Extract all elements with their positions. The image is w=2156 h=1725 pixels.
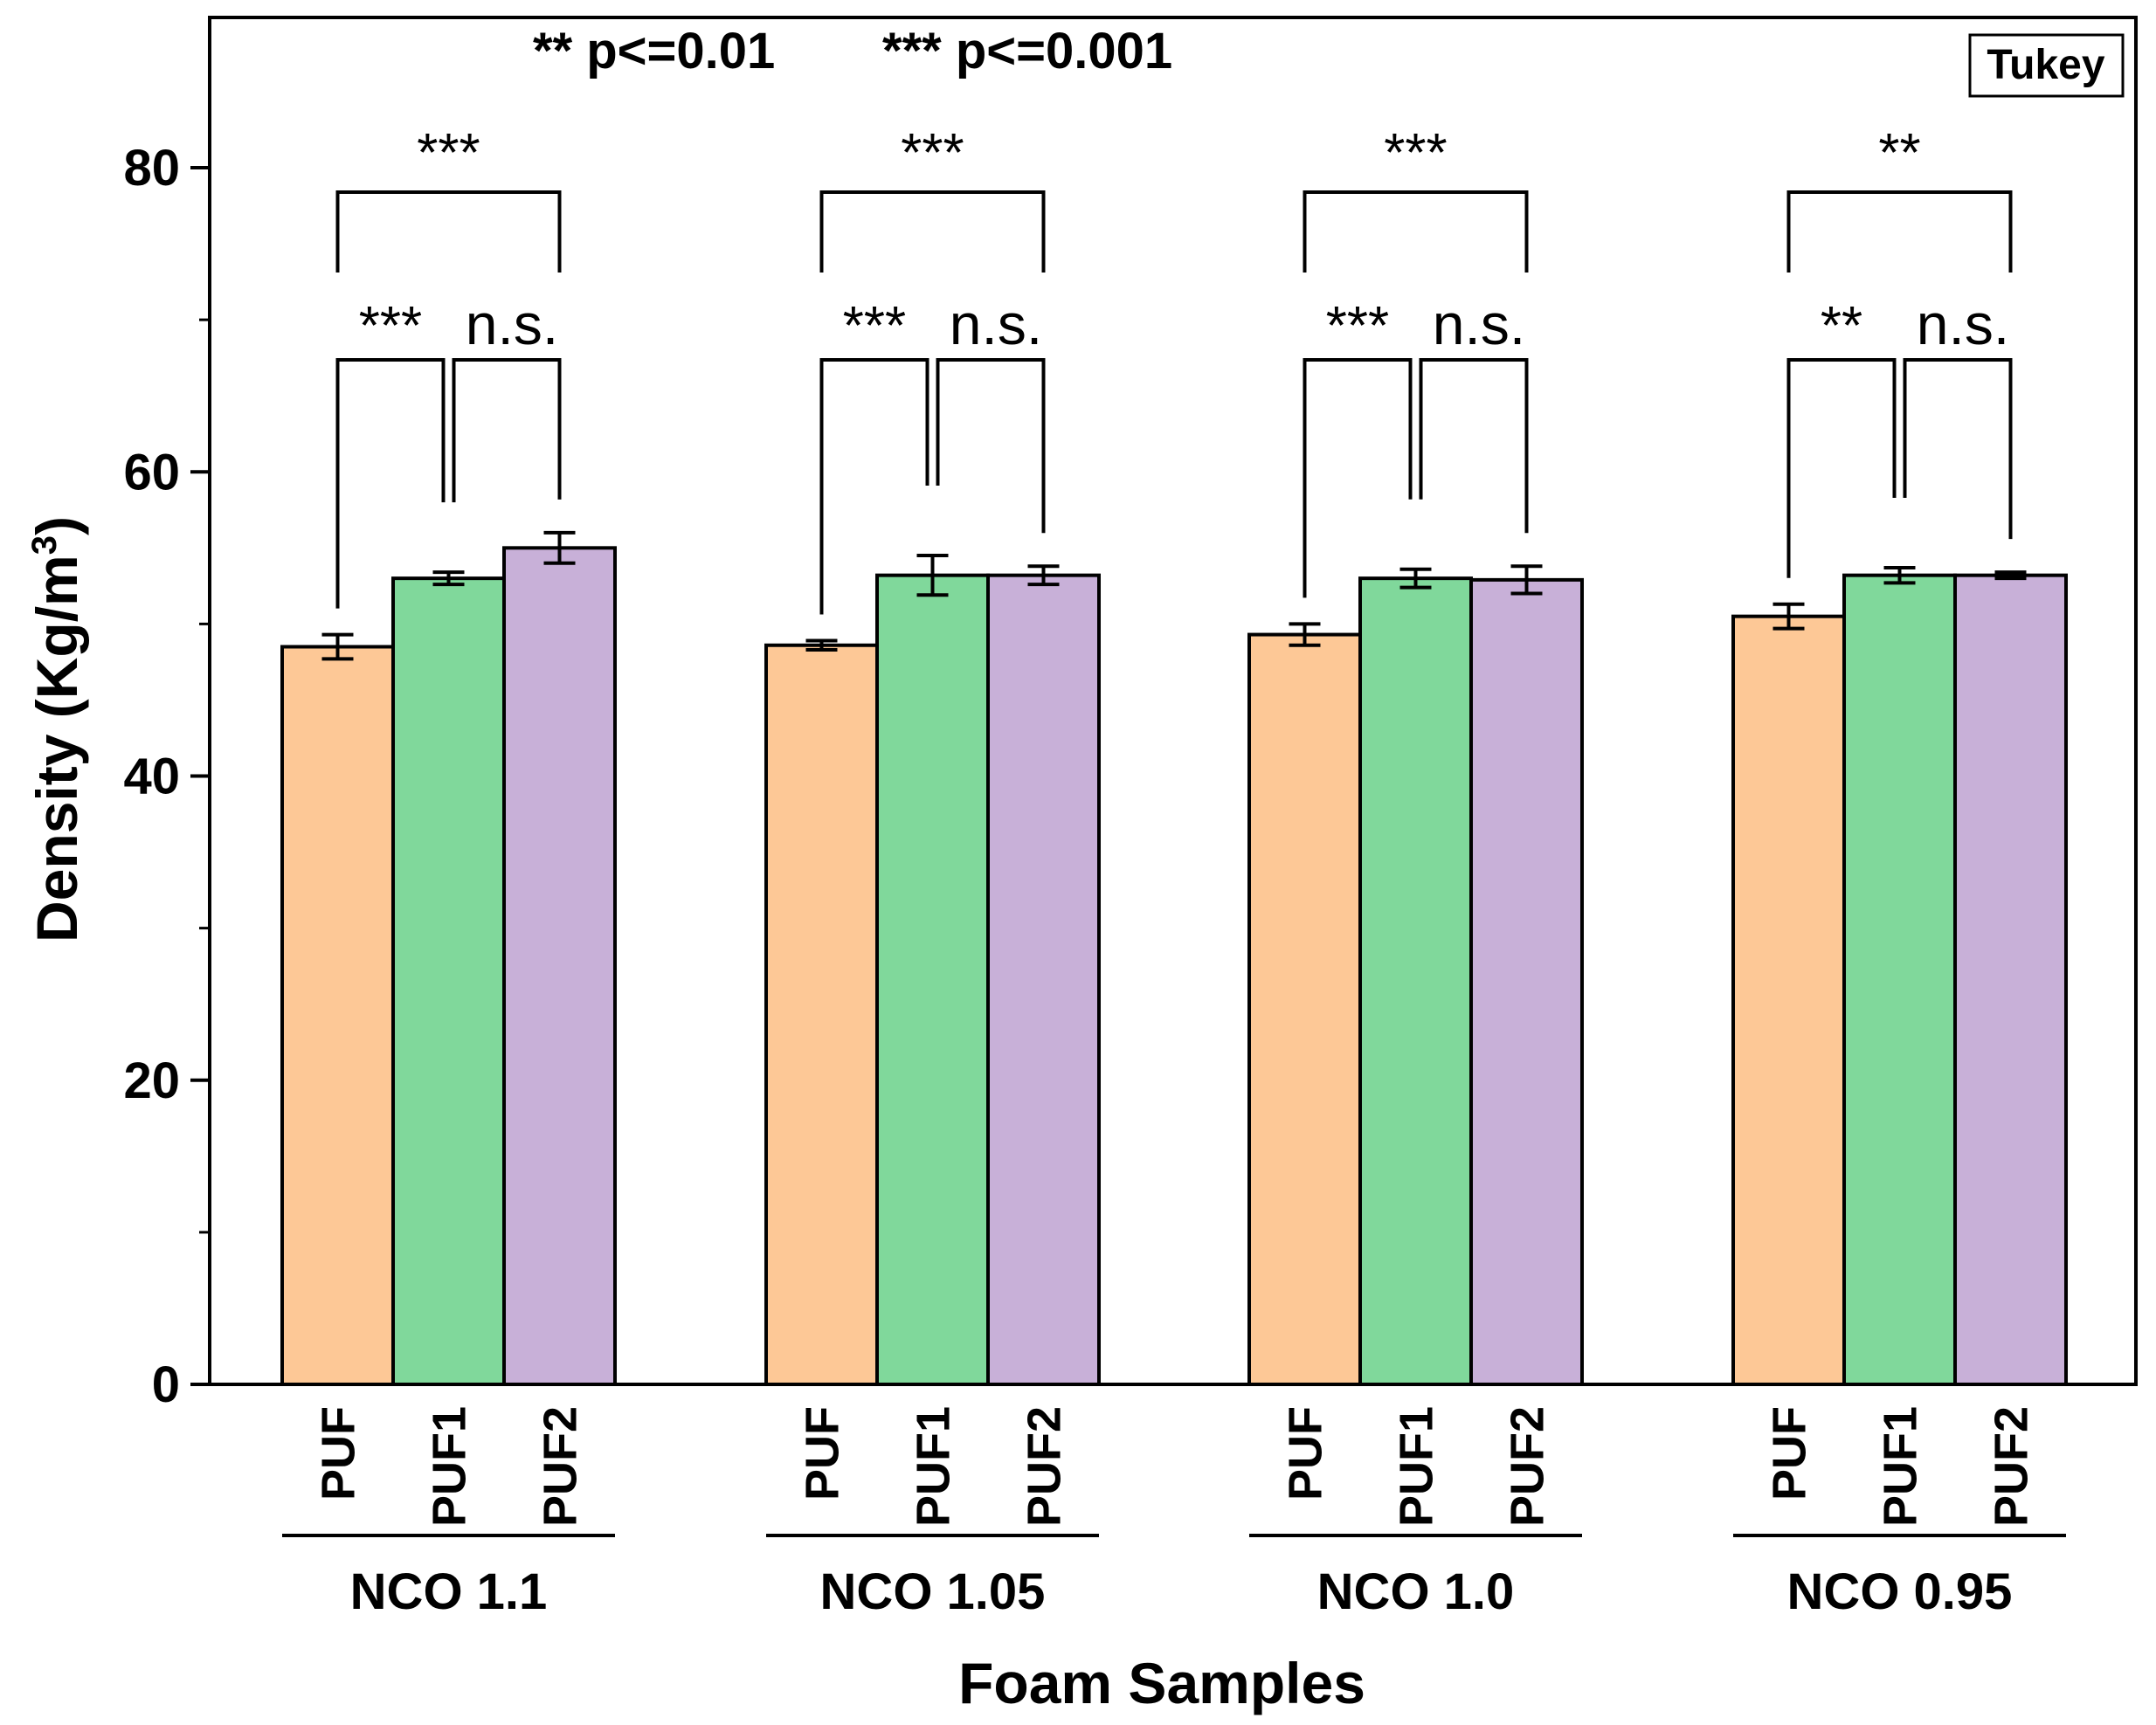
legend-p-01: ** p<=0.01 [533,23,775,79]
sig-label-outer: *** [417,123,480,183]
plot-frame [208,16,2138,1386]
bar-puf2 [502,546,617,1386]
sig-label-outer: *** [1384,123,1447,183]
y-tick-label: 40 [123,749,180,805]
sig-label-right: n.s. [1433,292,1525,356]
sig-label-left: *** [359,296,422,356]
tukey-label: Tukey [1987,42,2104,88]
y-axis-title: Density (Kg/m3) [24,516,89,942]
bar-puf [1247,632,1362,1386]
sig-bracket-outer [335,190,562,273]
sig-bracket-right [1419,358,1529,534]
y-tick-label: 0 [152,1356,180,1413]
x-category-label: PUF1 [424,1406,476,1527]
sig-label-outer: *** [901,123,964,183]
group-label: NCO 1.05 [820,1563,1046,1620]
x-category-label: PUF [797,1406,849,1501]
bar-puf1 [875,573,990,1386]
sig-bracket-outer [819,190,1046,273]
bar-puf [280,645,395,1386]
sig-label-left: ** [1821,296,1862,356]
sig-label-right: n.s. [466,292,558,356]
group-label: NCO 1.0 [1317,1563,1515,1620]
sig-label-outer: ** [1878,123,1920,183]
sig-bracket-outer [1786,190,2013,273]
bar-puf2 [1469,577,1584,1386]
sig-label-left: *** [1326,296,1389,356]
sig-label-right: n.s. [950,292,1042,356]
y-axis-title-superscript: 3 [25,535,64,555]
group-label: NCO 1.1 [350,1563,548,1620]
tukey-box [1968,33,2125,98]
bar-puf [1731,614,1846,1386]
sig-bracket-left [1786,358,1897,578]
bar-puf2 [1953,573,2068,1386]
sig-bracket-outer [1303,190,1529,273]
sig-bracket-left [819,358,929,615]
y-tick-label: 20 [123,1052,180,1109]
sig-bracket-right [936,358,1046,534]
group-label: NCO 0.95 [1787,1563,2013,1620]
sig-label-right: n.s. [1917,292,2009,356]
y-tick-label: 60 [123,444,180,500]
x-category-label: PUF2 [535,1406,587,1527]
x-category-label: PUF [1764,1406,1816,1501]
bar-puf2 [986,573,1101,1386]
sig-bracket-left [1303,358,1413,598]
y-tick-label: 80 [123,140,180,197]
bar-puf1 [391,576,506,1386]
sig-label-left: *** [843,296,906,356]
legend-p-001: *** p<=0.001 [882,23,1172,79]
sig-bracket-left [335,358,446,609]
x-category-label: PUF1 [908,1406,960,1527]
sig-bracket-right [452,358,562,503]
x-category-label: PUF [1280,1406,1332,1501]
x-category-label: PUF [313,1406,365,1501]
x-category-label: PUF1 [1875,1406,1927,1527]
bar-puf [764,643,879,1386]
x-category-label: PUF2 [1502,1406,1554,1527]
x-category-label: PUF1 [1391,1406,1443,1527]
sig-bracket-right [1903,358,2013,540]
x-category-label: PUF2 [1019,1406,1071,1527]
x-category-label: PUF2 [1986,1406,2038,1527]
bar-puf1 [1842,573,1957,1386]
x-axis-title: Foam Samples [958,1651,1365,1715]
bar-puf1 [1358,576,1473,1386]
